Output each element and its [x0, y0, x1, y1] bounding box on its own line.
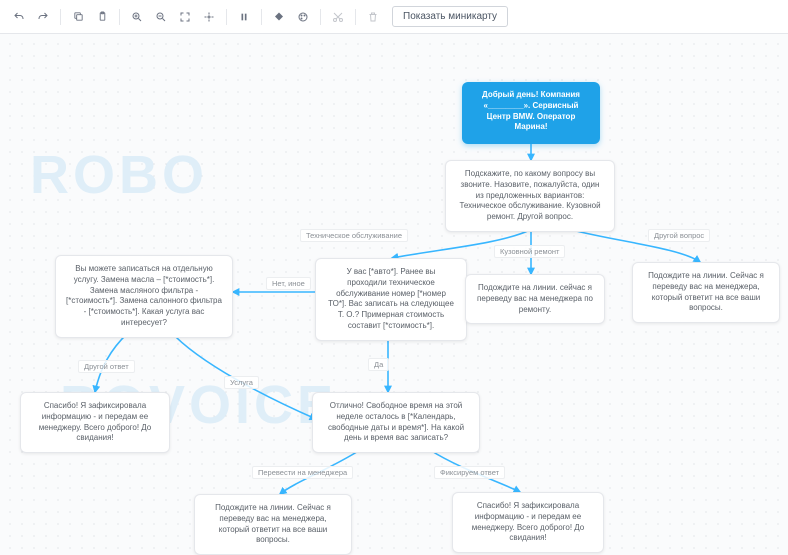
node-services[interactable]: Вы можете записаться на отдельную услугу… — [55, 255, 233, 338]
edge-label-service: Услуга — [224, 376, 259, 389]
edge-label-tech: Техническое обслуживание — [300, 229, 408, 242]
node-start[interactable]: Добрый день! Компания «________». Сервис… — [462, 82, 600, 144]
edge-label-other: Другой вопрос — [648, 229, 710, 242]
node-wait_mgr[interactable]: Подождите на линии. Сейчас я переведу ва… — [194, 494, 352, 555]
separator — [60, 9, 61, 25]
node-other_q[interactable]: Подождите на линии. Сейчас я переведу ва… — [632, 262, 780, 323]
edge-label-to_mgr: Перевести на менеджера — [252, 466, 353, 479]
paste-icon[interactable] — [91, 6, 113, 28]
edge-label-fix_ans: Фиксируем ответ — [434, 466, 505, 479]
delete-icon[interactable] — [362, 6, 384, 28]
node-thanks1[interactable]: Спасибо! Я зафиксировала информацию - и … — [20, 392, 170, 453]
watermark: ROBO — [30, 144, 208, 206]
edge-label-no_other: Нет, иное — [266, 277, 311, 290]
separator — [119, 9, 120, 25]
fit-icon[interactable] — [174, 6, 196, 28]
edge-label-yes: Да — [368, 358, 389, 371]
node-free_time[interactable]: Отлично! Свободное время на этой неделе … — [312, 392, 480, 453]
toolbar: Показать миникарту — [0, 0, 788, 34]
separator — [320, 9, 321, 25]
edge-label-body_repair: Кузовной ремонт — [494, 245, 565, 258]
edge-label-other_ans: Другой ответ — [78, 360, 135, 373]
separator — [226, 9, 227, 25]
node-ask[interactable]: Подскажите, по какому вопросу вы звоните… — [445, 160, 615, 232]
pause-icon[interactable] — [233, 6, 255, 28]
show-minimap-button[interactable]: Показать миникарту — [392, 6, 508, 27]
node-thanks2[interactable]: Спасибо! Я зафиксировала информацию - и … — [452, 492, 604, 553]
fill-icon[interactable] — [268, 6, 290, 28]
undo-icon[interactable] — [8, 6, 30, 28]
separator — [261, 9, 262, 25]
redo-icon[interactable] — [32, 6, 54, 28]
edge-7 — [170, 331, 316, 419]
cut-icon[interactable] — [327, 6, 349, 28]
center-icon[interactable] — [198, 6, 220, 28]
copy-icon[interactable] — [67, 6, 89, 28]
node-body[interactable]: Подождите на линии. сейчас я переведу ва… — [465, 274, 605, 324]
zoom-in-icon[interactable] — [126, 6, 148, 28]
separator — [355, 9, 356, 25]
zoom-out-icon[interactable] — [150, 6, 172, 28]
node-to[interactable]: У вас [*авто*]. Ранее вы проходили техни… — [315, 258, 467, 341]
canvas[interactable]: ROBO BOVOICE Добрый день! Компания «____… — [0, 34, 788, 554]
palette-icon[interactable] — [292, 6, 314, 28]
